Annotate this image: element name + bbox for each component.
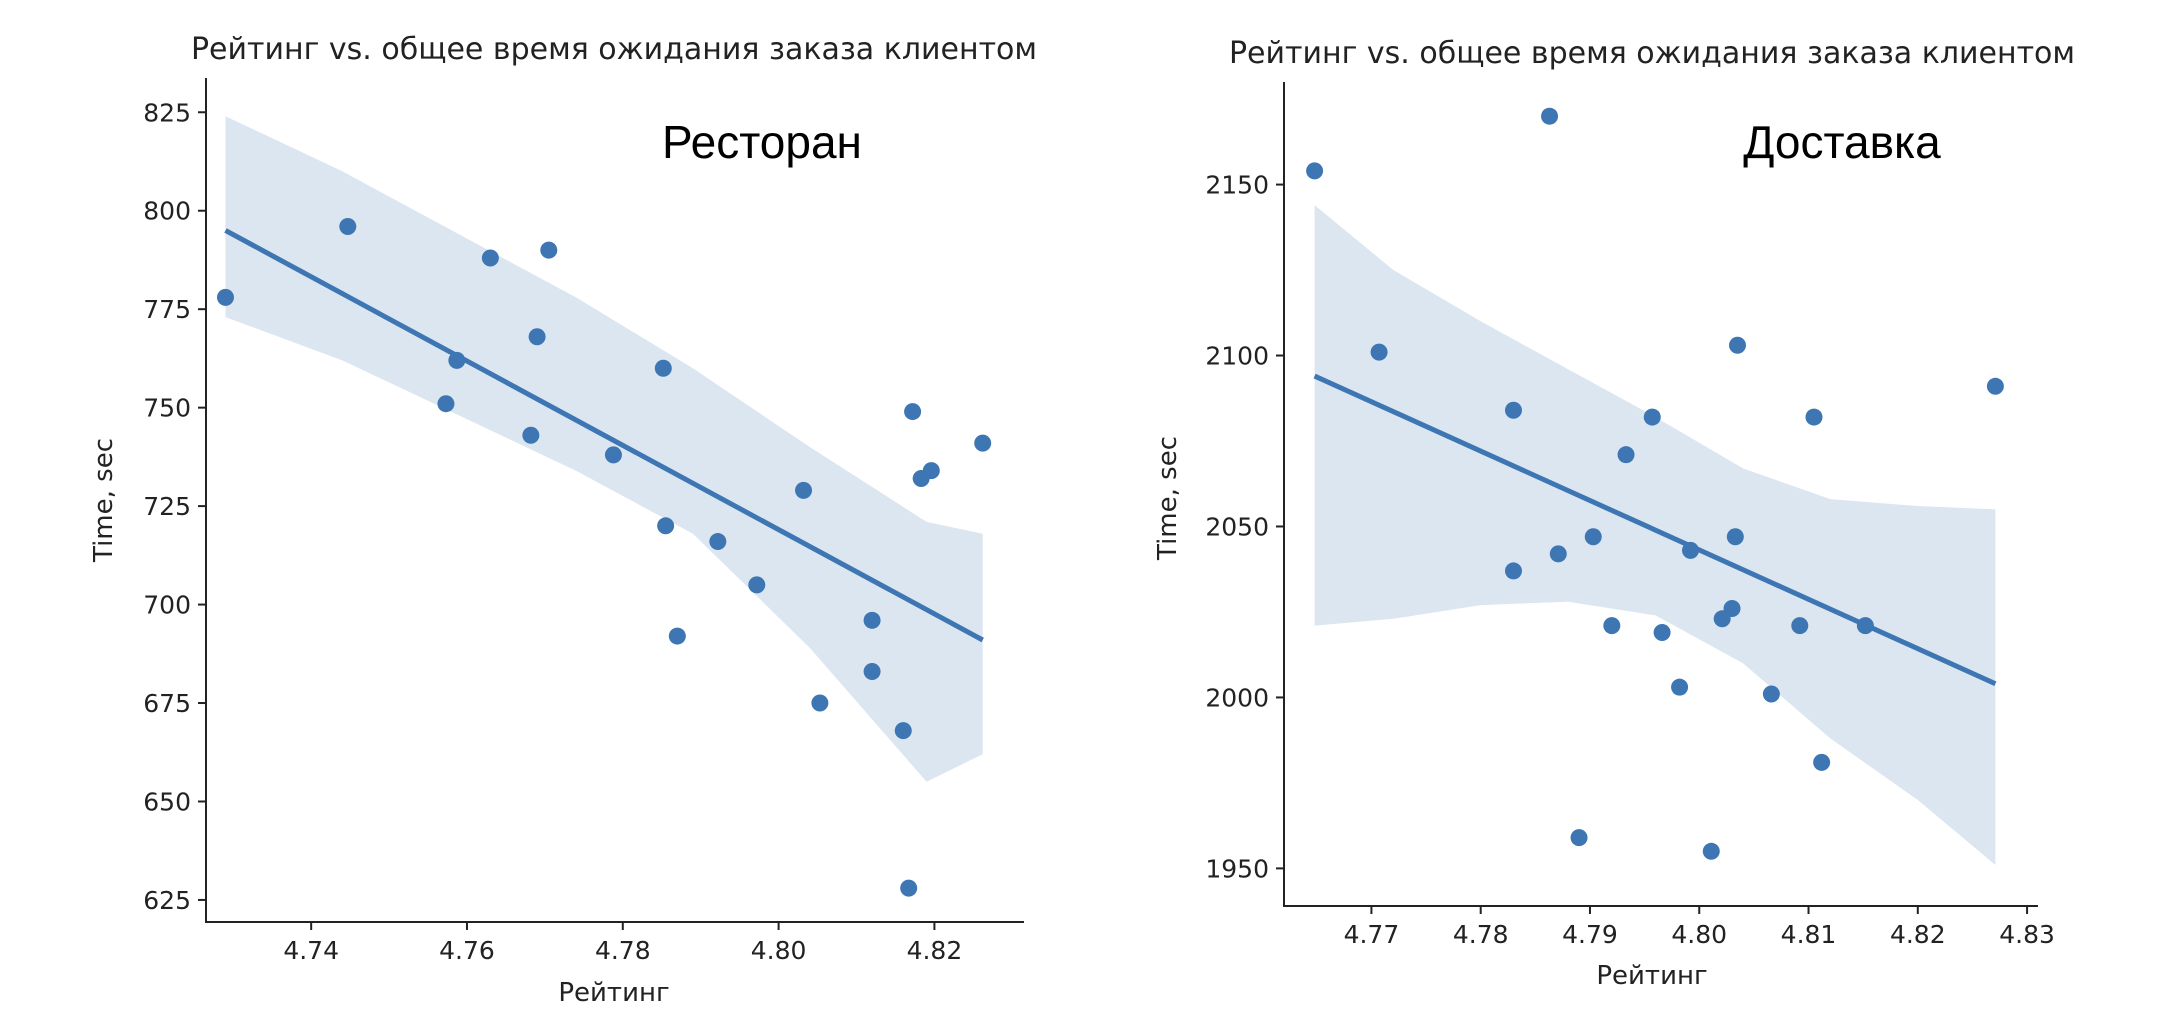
x-tick-label: 4.77 (1344, 920, 1400, 949)
confidence-band (1314, 205, 1996, 866)
data-point (604, 446, 622, 464)
regression-line (1313, 373, 1997, 687)
data-point (1986, 377, 2004, 395)
data-point (1541, 107, 1559, 125)
y-tick-label: 2050 (1205, 512, 1269, 541)
y-tick-label: 825 (143, 98, 191, 127)
x-tick-label: 4.78 (1453, 920, 1509, 949)
chart-restaurant: Рейтинг vs. общее время ожидания заказа … (89, 32, 1037, 1008)
data-point (1762, 685, 1780, 703)
data-point (1791, 617, 1809, 635)
x-tick-label: 4.81 (1781, 920, 1837, 949)
data-point (668, 627, 686, 645)
plot-area (1306, 107, 2004, 866)
data-point (654, 359, 672, 377)
data-point (1370, 343, 1388, 361)
data-point (1549, 545, 1567, 563)
x-axis-label: Рейтинг (1596, 961, 1707, 991)
data-point (894, 722, 912, 740)
x-tick-label: 4.76 (439, 936, 495, 965)
data-point (1813, 753, 1831, 771)
data-point (1682, 541, 1700, 559)
x-tick-label: 4.74 (283, 936, 339, 965)
axis-spines (205, 78, 1024, 923)
chart-title: Рейтинг vs. общее время ожидания заказа … (191, 32, 1037, 67)
x-tick-label: 4.80 (751, 936, 807, 965)
y-tick-label: 750 (143, 394, 191, 423)
data-point (709, 533, 727, 551)
y-tick-label: 700 (143, 591, 191, 620)
data-point (481, 249, 499, 267)
x-tick-label: 4.80 (1671, 920, 1727, 949)
y-tick-label: 800 (143, 197, 191, 226)
data-point (1504, 562, 1522, 580)
chart-annotation: Доставка (1743, 116, 1941, 168)
axis-spines (1283, 82, 2038, 907)
x-tick-label: 4.82 (1890, 920, 1946, 949)
y-tick-label: 2150 (1205, 171, 1269, 200)
data-point (811, 694, 829, 712)
data-point (1702, 842, 1720, 860)
data-point (1617, 446, 1635, 464)
data-point (437, 395, 455, 413)
y-tick-label: 2100 (1205, 342, 1269, 371)
data-point (1671, 678, 1689, 696)
data-point (1584, 528, 1602, 546)
y-tick-label: 775 (143, 295, 191, 324)
x-tick-label: 4.79 (1562, 920, 1618, 949)
chart-delivery: Рейтинг vs. общее время ожидания заказа … (1153, 36, 2075, 991)
data-point (1726, 528, 1744, 546)
axis-ticks: 4.77 4.78 4.79 4.80 4.81 4.82 4.83 1950 2000 2050… (1205, 171, 2055, 949)
data-point (1504, 401, 1522, 419)
chart-title: Рейтинг vs. общее время ожидания заказа … (1229, 36, 2075, 71)
data-point (657, 517, 675, 535)
axis-ticks: 4.74 4.76 4.78 4.80 4.82 625 650 675 700 725 750 77… (143, 98, 962, 965)
data-point (1728, 336, 1746, 354)
x-tick-label: 4.78 (595, 936, 651, 965)
data-point (795, 481, 813, 499)
plot-area (216, 116, 992, 897)
data-point (522, 426, 540, 444)
y-tick-label: 1950 (1205, 854, 1269, 883)
y-tick-label: 675 (143, 689, 191, 718)
data-point (1306, 162, 1324, 180)
x-axis-label: Рейтинг (558, 978, 669, 1008)
data-point (216, 288, 234, 306)
chart-annotation: Ресторан (662, 116, 862, 168)
y-tick-label: 650 (143, 787, 191, 816)
data-point (1653, 623, 1671, 641)
data-point (863, 663, 881, 681)
y-tick-label: 625 (143, 886, 191, 915)
confidence-band (225, 116, 983, 782)
data-point (528, 328, 546, 346)
y-tick-label: 2000 (1205, 683, 1269, 712)
regression-line (224, 228, 984, 643)
y-axis-label: Time, sec (89, 438, 119, 563)
x-tick-label: 4.82 (907, 936, 963, 965)
data-point (448, 351, 466, 369)
data-point (748, 576, 766, 594)
data-point (339, 217, 357, 235)
data-point (1570, 829, 1588, 847)
x-tick-label: 4.83 (1999, 920, 2055, 949)
data-point (1603, 617, 1621, 635)
data-point (900, 879, 918, 897)
y-tick-label: 725 (143, 492, 191, 521)
data-point (1643, 408, 1661, 426)
data-point (1856, 617, 1874, 635)
data-point (1723, 600, 1741, 618)
data-point (863, 611, 881, 629)
data-point (540, 241, 558, 259)
y-axis-label: Time, sec (1153, 436, 1183, 561)
data-point (974, 434, 992, 452)
data-point (922, 462, 940, 480)
data-point (1805, 408, 1823, 426)
data-point (904, 403, 922, 421)
